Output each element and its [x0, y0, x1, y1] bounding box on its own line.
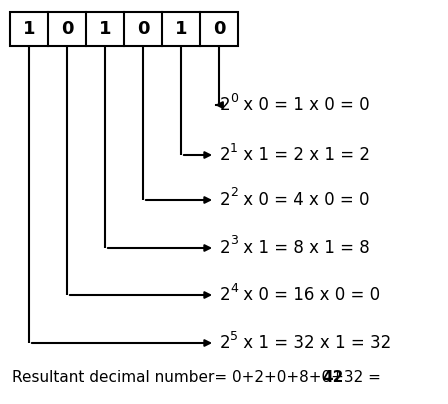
Text: 0: 0 — [213, 20, 225, 38]
Text: 2: 2 — [220, 286, 231, 304]
Text: 4: 4 — [230, 282, 238, 295]
Text: 0: 0 — [61, 20, 73, 38]
Text: 1: 1 — [230, 141, 238, 154]
Text: x 1 = 2 x 1 = 2: x 1 = 2 x 1 = 2 — [238, 146, 370, 164]
Text: 2: 2 — [230, 187, 238, 200]
Text: 2: 2 — [220, 146, 231, 164]
Text: 42: 42 — [322, 370, 343, 385]
Text: 0: 0 — [137, 20, 149, 38]
Text: x 0 = 4 x 0 = 0: x 0 = 4 x 0 = 0 — [238, 191, 370, 209]
Text: x 1 = 32 x 1 = 32: x 1 = 32 x 1 = 32 — [238, 334, 391, 352]
Text: x 0 = 1 x 0 = 0: x 0 = 1 x 0 = 0 — [238, 96, 370, 114]
Text: 0: 0 — [230, 91, 238, 105]
Text: 3: 3 — [230, 234, 238, 248]
Bar — [10, 12, 238, 46]
Text: 2: 2 — [220, 239, 231, 257]
Text: 1: 1 — [175, 20, 187, 38]
Text: x 1 = 8 x 1 = 8: x 1 = 8 x 1 = 8 — [238, 239, 370, 257]
Text: 1: 1 — [23, 20, 35, 38]
Text: 2: 2 — [220, 191, 231, 209]
Text: 2: 2 — [220, 334, 231, 352]
Text: 1: 1 — [99, 20, 111, 38]
Text: x 0 = 16 x 0 = 0: x 0 = 16 x 0 = 0 — [238, 286, 380, 304]
Text: 5: 5 — [230, 330, 238, 343]
Text: Resultant decimal number= 0+2+0+8+0+32 =: Resultant decimal number= 0+2+0+8+0+32 = — [12, 370, 386, 385]
Text: 2: 2 — [220, 96, 231, 114]
